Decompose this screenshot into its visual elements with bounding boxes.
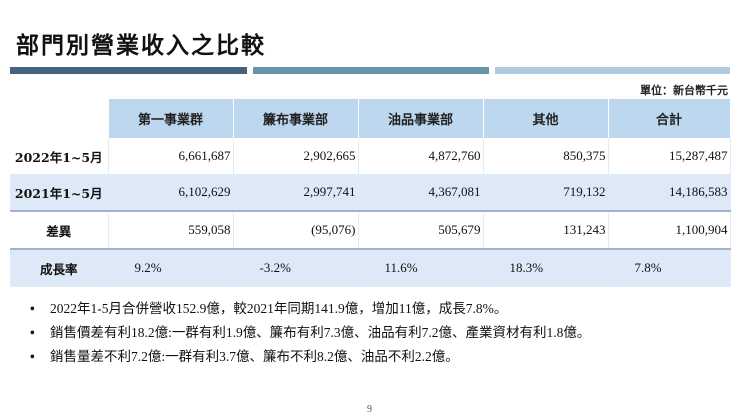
table-cell: 15,287,487 [608,138,731,174]
header-bar-dark [10,67,247,74]
row-label: 差異 [10,210,109,249]
table-row: 成長率 9.2% -3.2% 11.6% 18.3% 7.8% [10,248,731,287]
table-cell: 6,102,629 [108,174,234,211]
table-cell: 850,375 [483,138,609,174]
table-cell: 131,243 [483,210,609,249]
page-number: 9 [367,404,372,415]
column-header-group1: 第一事業群 [108,99,234,138]
unit-note: 單位：新台幣千元 [640,84,728,97]
table-cell: 6,661,687 [108,138,234,174]
summary-bullet-list: • 2022年1-5月合併營收152.9億，較2021年同期141.9億，增加11… [30,298,590,370]
bullet-text: 銷售價差有利18.2億:一群有利1.9億、簾布有利7.3億、油品有利7.2億、產… [50,325,591,340]
header-bar-medium [253,67,489,74]
table-cell: 7.8% [608,248,731,287]
bullet-icon: • [30,325,35,340]
row-label: 2022年1~5月 [10,138,109,174]
table-cell: 11.6% [358,248,484,287]
table-row: 2021年1~5月 6,102,629 2,997,741 4,367,081 … [10,174,731,211]
column-header-cord: 簾布事業部 [233,99,359,138]
column-header-blank [10,99,109,138]
bullet-item: • 銷售量差不利7.2億:一群有利3.7億、簾布不利8.2億、油品不利2.2億。 [30,346,590,370]
bullet-icon: • [30,349,35,364]
table-cell: 9.2% [108,248,234,287]
table-cell: 719,132 [483,174,609,211]
table-row: 差異 559,058 (95,076) 505,679 131,243 1,10… [10,210,731,249]
bullet-item: • 2022年1-5月合併營收152.9億，較2021年同期141.9億，增加11… [30,298,590,322]
table-cell: 18.3% [483,248,609,287]
table-cell: 559,058 [108,210,234,249]
table-cell: (95,076) [233,210,359,249]
table-cell: 2,997,741 [233,174,359,211]
bullet-item: • 銷售價差有利18.2億:一群有利1.9億、簾布有利7.3億、油品有利7.2億、… [30,322,590,346]
bullet-text: 2022年1-5月合併營收152.9億，較2021年同期141.9億，增加11億… [50,301,508,316]
table-header-row: 第一事業群 簾布事業部 油品事業部 其他 合計 [10,99,731,138]
row-label: 2021年1~5月 [10,174,109,211]
table-cell: 14,186,583 [608,174,731,211]
table-cell: 4,367,081 [358,174,484,211]
column-header-other: 其他 [483,99,609,138]
table-row: 2022年1~5月 6,661,687 2,902,665 4,872,760 … [10,138,731,174]
page-title: 部門別營業收入之比較 [16,32,266,59]
bullet-icon: • [30,301,35,316]
column-header-total: 合計 [608,99,731,138]
table-cell: 2,902,665 [233,138,359,174]
header-bar-light [495,67,730,74]
column-header-oil: 油品事業部 [358,99,484,138]
bullet-text: 銷售量差不利7.2億:一群有利3.7億、簾布不利8.2億、油品不利2.2億。 [50,349,459,364]
table-cell: -3.2% [233,248,359,287]
table-cell: 505,679 [358,210,484,249]
row-label: 成長率 [10,248,109,287]
revenue-comparison-table: 第一事業群 簾布事業部 油品事業部 其他 合計 2022年1~5月 6,661,… [10,99,731,287]
table-cell: 1,100,904 [608,210,731,249]
table-cell: 4,872,760 [358,138,484,174]
